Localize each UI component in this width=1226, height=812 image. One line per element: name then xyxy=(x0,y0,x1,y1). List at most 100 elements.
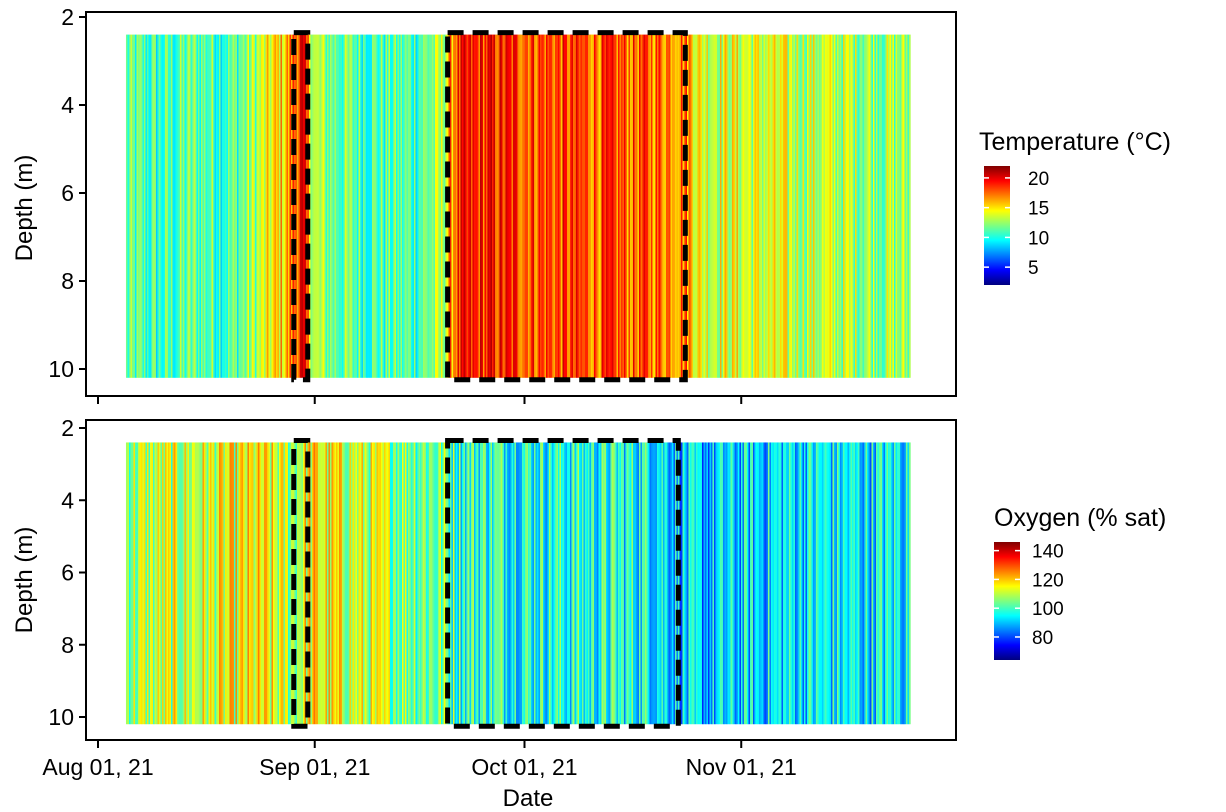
heatmap-cell xyxy=(395,442,398,725)
heatmap-cell xyxy=(302,34,305,378)
heatmap-cell xyxy=(901,442,904,725)
heatmap-cell xyxy=(644,34,647,378)
heatmap-cell xyxy=(320,442,323,725)
heatmap-cell xyxy=(179,34,182,378)
heatmap-cell xyxy=(476,442,479,725)
heatmap-cell xyxy=(343,442,346,725)
heatmap-cell xyxy=(151,34,154,378)
heatmap-cell xyxy=(569,34,572,378)
heatmap-cell xyxy=(580,34,583,378)
heatmap-cell xyxy=(181,442,184,725)
heatmap-cell xyxy=(193,442,196,725)
heatmap-cell xyxy=(886,442,889,725)
heatmap-cell xyxy=(406,34,409,378)
heatmap-cell xyxy=(422,442,425,725)
heatmap-cell xyxy=(218,34,221,378)
heatmap-cell xyxy=(835,442,838,725)
heatmap-cell xyxy=(449,442,452,725)
heatmap-cell xyxy=(631,442,634,725)
heatmap-cell xyxy=(289,442,292,725)
heatmap-cell xyxy=(748,442,751,725)
heatmap-cell xyxy=(287,442,290,725)
heatmap-cell xyxy=(559,442,562,725)
heatmap-cell xyxy=(884,442,887,725)
heatmap-cell xyxy=(475,34,478,378)
heatmap-cell xyxy=(617,34,620,378)
heatmap-cell xyxy=(464,34,467,378)
heatmap-cell xyxy=(857,34,860,378)
heatmap-cell xyxy=(694,34,697,378)
heatmap-cell xyxy=(853,34,856,378)
heatmap-cell xyxy=(836,442,839,725)
heatmap-cell xyxy=(875,34,878,378)
heatmap-cell xyxy=(868,34,871,378)
heatmap-cell xyxy=(530,34,533,378)
heatmap-cell xyxy=(655,442,658,725)
heatmap-cell xyxy=(785,34,788,378)
heatmap-cell xyxy=(398,34,401,378)
heatmap-cell xyxy=(862,34,865,378)
heatmap-cell xyxy=(868,442,871,725)
heatmap-cell xyxy=(556,442,559,725)
heatmap-cell xyxy=(395,34,398,378)
heatmap-cell xyxy=(319,442,322,725)
heatmap-cell xyxy=(245,442,248,725)
heatmap-cell xyxy=(590,442,593,725)
heatmap-cell xyxy=(199,442,202,725)
heatmap-cell xyxy=(697,34,700,378)
heatmap-cell xyxy=(250,442,253,725)
heatmap-cell xyxy=(812,34,815,378)
heatmap-cell xyxy=(670,34,673,378)
heatmap-cell xyxy=(430,442,433,725)
heatmap-cell xyxy=(442,34,445,378)
heatmap-cell xyxy=(866,34,869,378)
heatmap-cell xyxy=(680,442,683,725)
heatmap-cell xyxy=(860,34,863,378)
heatmap-cell xyxy=(847,442,850,725)
heatmap-cell xyxy=(434,34,437,378)
heatmap-cell xyxy=(781,34,784,378)
heatmap-cell xyxy=(419,442,422,725)
heatmap-cell xyxy=(656,34,659,378)
heatmap-cell xyxy=(749,34,752,378)
heatmap-cell xyxy=(826,442,829,725)
heatmap-cell xyxy=(832,442,835,725)
heatmap-cell xyxy=(553,34,556,378)
y-tick-label: 6 xyxy=(61,560,74,586)
heatmap-cell xyxy=(187,34,190,378)
heatmap-cell xyxy=(512,442,515,725)
heatmap-cell xyxy=(235,442,238,725)
heatmap-cell xyxy=(698,34,701,378)
heatmap-cell xyxy=(695,442,698,725)
heatmap-cell xyxy=(823,34,826,378)
heatmap-cell xyxy=(575,442,578,725)
heatmap-cell xyxy=(259,34,262,378)
heatmap-cell xyxy=(829,34,832,378)
heatmap-cell xyxy=(854,34,857,378)
heatmap-cell xyxy=(424,34,427,378)
heatmap-cell xyxy=(386,34,389,378)
heatmap-cell xyxy=(358,442,361,725)
legend-title: Temperature (°C) xyxy=(979,128,1171,156)
heatmap-cell xyxy=(799,442,802,725)
heatmap-cell xyxy=(280,34,283,378)
heatmap-cell xyxy=(668,34,671,378)
heatmap-cell xyxy=(548,442,551,725)
heatmap-cell xyxy=(148,34,151,378)
heatmap-cell xyxy=(482,34,485,378)
heatmap-cell xyxy=(415,442,418,725)
heatmap-cell xyxy=(782,442,785,725)
heatmap-cell xyxy=(493,34,496,378)
heatmap-cell xyxy=(413,34,416,378)
legend-colorbar xyxy=(994,542,1020,660)
heatmap-cell xyxy=(125,442,128,725)
heatmap-cell xyxy=(349,34,352,378)
heatmap-cell xyxy=(710,442,713,725)
heatmap-cell xyxy=(461,34,464,378)
heatmap-cell xyxy=(224,34,227,378)
heatmap-cell xyxy=(281,34,284,378)
heatmap-cell xyxy=(872,34,875,378)
heatmap-cell xyxy=(442,442,445,725)
heatmap-cell xyxy=(136,34,139,378)
heatmap-cell xyxy=(542,34,545,378)
